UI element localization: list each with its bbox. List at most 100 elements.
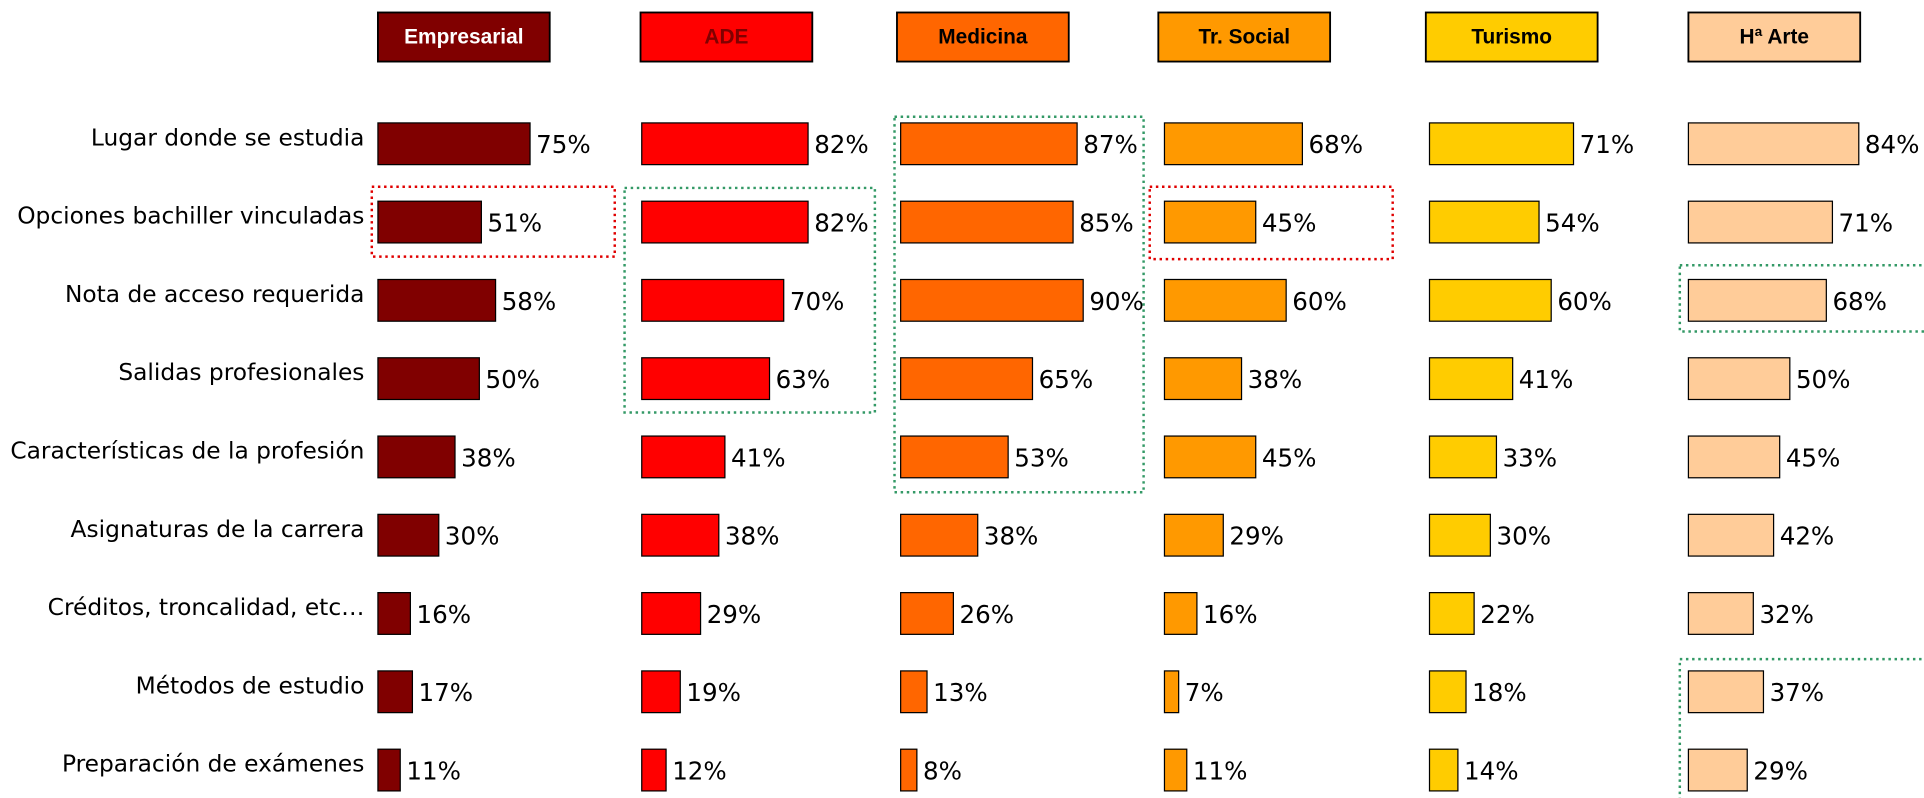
bar [641,200,809,244]
bar [377,435,456,479]
category-label: Lugar donde se estudia [91,124,365,151]
value-label: 45% [1262,443,1317,472]
bar [1163,670,1180,714]
bar [900,513,979,557]
bar [900,435,1009,479]
value-label: 38% [984,522,1039,551]
value-label: 82% [814,130,869,159]
value-label: 68% [1309,130,1364,159]
bar [1428,200,1540,244]
highlight-box [893,115,1145,494]
value-label: 42% [1780,522,1835,551]
bar [900,357,1034,401]
bar [1687,748,1748,792]
value-label: 37% [1770,678,1825,707]
bar [1687,200,1834,244]
legend-box [1157,11,1332,63]
value-label: 60% [1292,287,1347,316]
legend-label: Medicina [938,26,1028,49]
value-label: 71% [1839,209,1894,238]
bar [1428,670,1467,714]
category-label: Preparación de exámenes [62,751,364,778]
value-label: 51% [488,209,543,238]
value-label: 32% [1759,600,1814,629]
value-label: 19% [686,678,741,707]
value-label: 65% [1039,365,1094,394]
legend-label: Empresarial [404,26,523,49]
bar [1428,122,1575,166]
bar [377,670,414,714]
highlight-boxes [370,115,1924,798]
bar [1687,357,1791,401]
bar [1428,592,1475,635]
value-label: 84% [1865,130,1920,159]
value-label: 50% [485,365,540,394]
bar [641,513,720,557]
value-label: 30% [1496,522,1551,551]
legend-box [377,11,551,63]
bar [377,357,480,401]
highlight-box [370,185,616,258]
bar [641,670,681,714]
legend-label: Tr. Social [1198,26,1290,49]
bar [1428,278,1552,322]
value-label: 41% [731,443,786,472]
legend-box [896,11,1070,63]
bar [1163,435,1257,479]
value-label: 18% [1472,678,1527,707]
legend-label: Turismo [1471,26,1552,49]
bar [1163,748,1188,792]
value-label: 33% [1503,443,1558,472]
bar [900,748,918,792]
value-label: 13% [933,678,988,707]
bar [1687,513,1775,557]
bar [641,592,702,635]
category-label: Salidas profesionales [118,359,364,386]
value-label: 29% [1753,757,1808,786]
legend-label: ADE [704,26,748,49]
value-label: 68% [1832,287,1887,316]
bar [900,200,1074,244]
category-label: Características de la profesión [10,438,364,465]
value-label: 38% [725,522,780,551]
highlight-box [1678,264,1924,333]
bar [1163,278,1287,322]
value-label: 54% [1545,209,1600,238]
category-label: Métodos de estudio [136,672,365,699]
value-label: 85% [1079,209,1134,238]
legend-box [1424,11,1599,63]
value-label: 30% [445,522,500,551]
value-label: 8% [923,757,962,786]
value-label: 70% [790,287,845,316]
value-label: 14% [1464,757,1519,786]
value-label: 11% [406,757,461,786]
value-label: 12% [672,757,727,786]
highlight-box [1678,657,1924,798]
value-label: 17% [419,678,474,707]
value-label: 71% [1580,130,1635,159]
value-label: 60% [1557,287,1612,316]
bar [1163,200,1257,244]
bar [377,748,401,792]
bar [377,592,411,635]
bar [641,748,667,792]
value-label: 22% [1480,600,1535,629]
bar [641,122,809,166]
value-label: 41% [1519,365,1574,394]
value-label: 45% [1786,443,1841,472]
bar [641,278,785,322]
value-label: 7% [1185,678,1224,707]
bar [1163,122,1303,166]
bar [1163,592,1198,635]
bar [1428,357,1514,401]
value-label: 87% [1083,130,1138,159]
bar [1428,435,1498,479]
bar [900,670,928,714]
highlight-box [623,186,877,414]
bar [900,592,954,635]
bar [641,435,726,479]
bar [1687,278,1827,322]
value-label: 63% [776,365,831,394]
bar [1428,513,1491,557]
